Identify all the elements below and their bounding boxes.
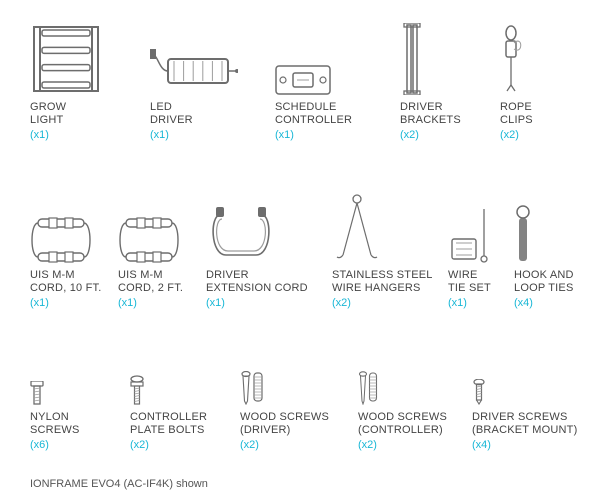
part-qty: (x2) <box>130 439 149 452</box>
grow-light-icon <box>30 23 102 95</box>
part-wire-hangers: STAINLESS STEEL WIRE HANGERS (x2) <box>332 193 442 310</box>
part-label: DRIVER EXTENSION CORD <box>206 269 308 295</box>
part-label: SCHEDULE CONTROLLER <box>275 101 352 127</box>
part-qty: (x1) <box>30 297 49 310</box>
part-qty: (x4) <box>514 297 533 310</box>
part-qty: (x4) <box>472 439 491 452</box>
part-uis-cord-10: UIS M-M CORD, 10 FT. (x1) <box>30 217 110 310</box>
part-qty: (x1) <box>30 129 49 142</box>
part-qty: (x2) <box>332 297 351 310</box>
part-label: GROW LIGHT <box>30 101 66 127</box>
part-qty: (x1) <box>118 297 137 310</box>
part-label: DRIVER BRACKETS <box>400 101 461 127</box>
nylon-screws-icon <box>30 381 44 405</box>
part-nylon-screws: NYLON SCREWS (x6) <box>30 381 110 452</box>
part-led-driver: LED DRIVER (x1) <box>150 47 245 142</box>
part-controller-plate-bolts: CONTROLLER PLATE BOLTS (x2) <box>130 375 220 452</box>
part-wire-tie-set: WIRE TIE SET (x1) <box>448 207 508 310</box>
part-qty: (x2) <box>400 129 419 142</box>
led-driver-icon <box>150 47 238 95</box>
footer-caption: IONFRAME EVO4 (AC-IF4K) shown <box>30 478 208 490</box>
parts-diagram: GROW LIGHT(x1)LED DRIVER(x1)SCHEDULE CON… <box>0 0 600 501</box>
part-qty: (x1) <box>448 297 467 310</box>
part-qty: (x6) <box>30 439 49 452</box>
uis-cord-2-icon <box>118 217 180 263</box>
part-driver-ext-cord: DRIVER EXTENSION CORD (x1) <box>206 205 316 310</box>
part-driver-screws-bracket: DRIVER SCREWS (BRACKET MOUNT) (x4) <box>472 379 582 452</box>
wire-hangers-icon <box>332 193 382 263</box>
controller-plate-bolts-icon <box>130 375 144 405</box>
part-label: CONTROLLER PLATE BOLTS <box>130 411 207 437</box>
part-label: ROPE CLIPS <box>500 101 533 127</box>
driver-ext-cord-icon <box>206 205 276 263</box>
part-qty: (x2) <box>240 439 259 452</box>
part-qty: (x1) <box>150 129 169 142</box>
driver-brackets-icon <box>400 23 422 95</box>
part-qty: (x1) <box>206 297 225 310</box>
part-label: UIS M-M CORD, 2 FT. <box>118 269 183 295</box>
part-schedule-controller: SCHEDULE CONTROLLER (x1) <box>275 65 370 142</box>
part-wood-screws-driver: WOOD SCREWS (DRIVER) (x2) <box>240 371 340 452</box>
part-label: HOOK AND LOOP TIES <box>514 269 574 295</box>
part-uis-cord-2: UIS M-M CORD, 2 FT. (x1) <box>118 217 198 310</box>
part-hook-loop-ties: HOOK AND LOOP TIES (x4) <box>514 205 584 310</box>
driver-screws-bracket-icon <box>472 379 486 405</box>
wire-tie-set-icon <box>448 207 494 263</box>
part-wood-screws-controller: WOOD SCREWS (CONTROLLER) (x2) <box>358 371 463 452</box>
part-label: LED DRIVER <box>150 101 193 127</box>
part-label: NYLON SCREWS <box>30 411 79 437</box>
schedule-controller-icon <box>275 65 331 95</box>
part-label: WOOD SCREWS (DRIVER) <box>240 411 329 437</box>
part-qty: (x2) <box>358 439 377 452</box>
rope-clips-icon <box>500 25 522 95</box>
hook-loop-ties-icon <box>514 205 532 263</box>
part-label: STAINLESS STEEL WIRE HANGERS <box>332 269 433 295</box>
wood-screws-controller-icon <box>358 371 380 405</box>
part-grow-light: GROW LIGHT (x1) <box>30 23 125 142</box>
part-qty: (x1) <box>275 129 294 142</box>
part-driver-brackets: DRIVER BRACKETS (x2) <box>400 23 480 142</box>
part-rope-clips: ROPE CLIPS (x2) <box>500 25 570 142</box>
uis-cord-10-icon <box>30 217 92 263</box>
part-qty: (x2) <box>500 129 519 142</box>
wood-screws-driver-icon <box>240 371 266 405</box>
part-label: WOOD SCREWS (CONTROLLER) <box>358 411 447 437</box>
part-label: DRIVER SCREWS (BRACKET MOUNT) <box>472 411 577 437</box>
part-label: UIS M-M CORD, 10 FT. <box>30 269 101 295</box>
part-label: WIRE TIE SET <box>448 269 491 295</box>
